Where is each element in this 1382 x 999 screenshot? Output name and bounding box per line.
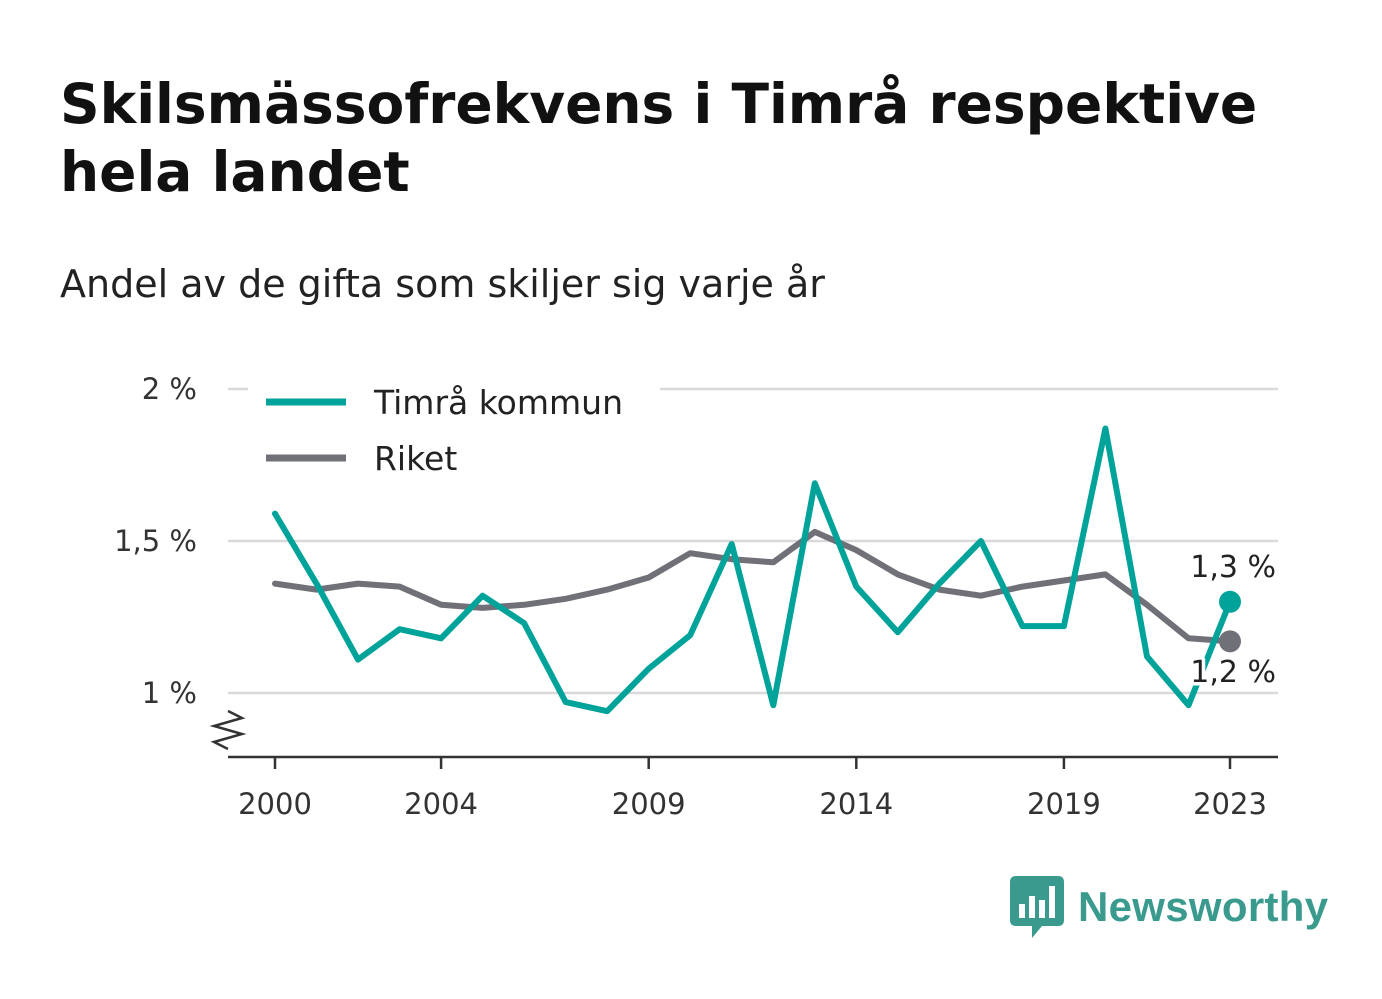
y-tick-label: 2 % — [142, 372, 197, 406]
x-tick-label: 2023 — [1193, 787, 1267, 821]
y-axis-ticks: 1 % 1,5 % 2 % — [114, 372, 247, 751]
axis-break-icon — [209, 709, 247, 751]
x-tick-label: 2014 — [819, 787, 893, 821]
end-value-label: 1,2 % — [1190, 655, 1276, 690]
brand-name: Newsworthy — [1078, 883, 1329, 930]
x-tick-label: 2019 — [1027, 787, 1101, 821]
end-value-label: 1,3 % — [1190, 550, 1276, 585]
brand-logo: Newsworthy — [1010, 876, 1328, 938]
x-axis: 2000 2004 2009 2014 2019 2023 — [228, 755, 1278, 821]
end-point — [1219, 630, 1241, 653]
series-lines — [272, 425, 1241, 715]
end-point — [1219, 590, 1241, 613]
legend-background — [248, 378, 660, 490]
chart-title: Skilsmässofrekvens i Timrå respektive he… — [60, 72, 1258, 204]
x-tick-label: 2000 — [238, 787, 312, 821]
y-tick-label: 1,5 % — [114, 524, 197, 558]
legend-label: Riket — [374, 439, 457, 478]
end-labels: 1,3 % 1,2 % — [1187, 547, 1280, 694]
x-tick-label: 2004 — [404, 787, 478, 821]
legend: Timrå kommun Riket — [248, 378, 660, 490]
y-tick-label: 1 % — [142, 676, 197, 710]
legend-label: Timrå kommun — [373, 383, 623, 422]
x-tick-label: 2009 — [612, 787, 686, 821]
series-line-timra — [272, 425, 1233, 715]
chart-subtitle: Andel av de gifta som skiljer sig varje … — [60, 262, 825, 306]
newsworthy-logo-icon — [1010, 876, 1064, 938]
